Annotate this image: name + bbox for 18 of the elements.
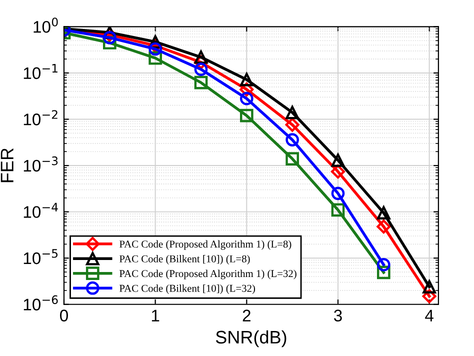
y-axis-title: FER [0,148,14,182]
legend-label: PAC Code (Proposed Algorithm 1) (L=32) [120,270,296,280]
x-tick-label: 3 [334,310,342,322]
y-tick-label: 10$^{−2}$ [24,110,58,126]
legend-label: PAC Code (Bilkent [10]) (L=8) [120,255,250,264]
x-axis-title: SNR(dB) [216,330,286,348]
legend-label: PAC Code (Bilkent [10]) (L=32) [120,284,256,294]
y-tick-label: 10$^{−6}$ [24,295,58,310]
y-tick-label: 10$^{−5}$ [24,249,58,264]
y-tick-label: 10$^{0}$ [34,18,58,33]
y-tick-label: 10$^{−1}$ [24,64,58,80]
y-tick-label: 10$^{−3}$ [24,156,58,172]
x-tick-label: 4 [425,310,434,322]
x-tick-label: 2 [242,310,250,322]
x-tick-label: 0 [60,310,68,322]
x-tick-label: 1 [152,310,160,322]
legend-label: PAC Code (Proposed Algorithm 1) (L=8) [120,240,292,250]
y-tick-label: 10$^{−4}$ [24,202,58,218]
